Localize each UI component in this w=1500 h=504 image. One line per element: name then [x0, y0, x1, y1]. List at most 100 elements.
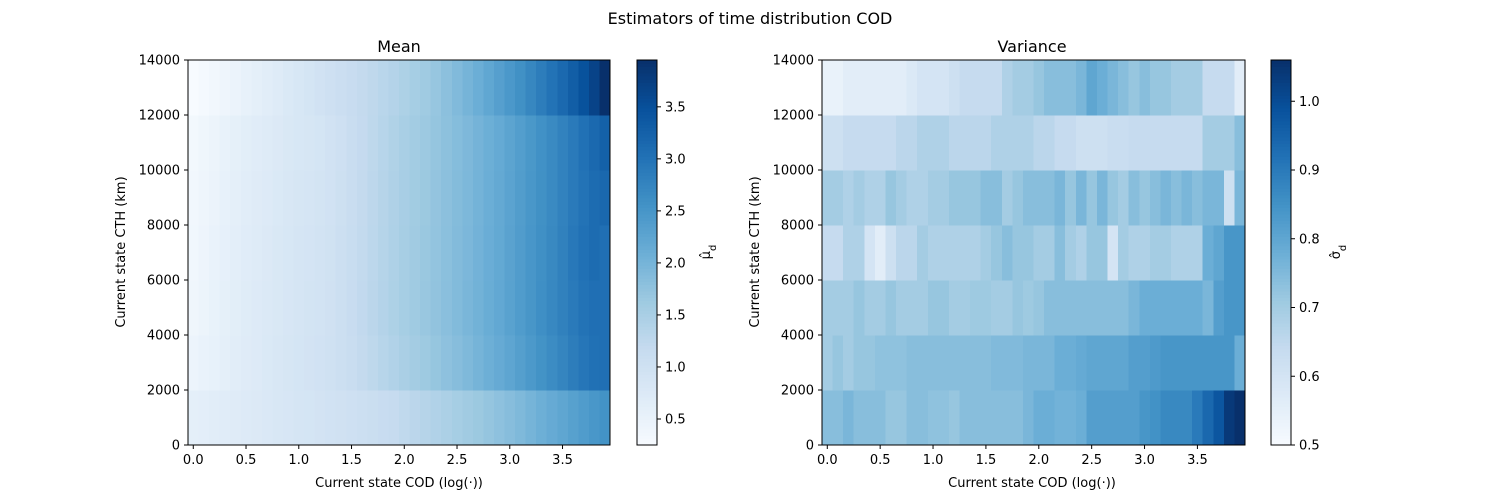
mean-heatmap-cell — [188, 225, 200, 281]
mean-x-tick-label: 3.5 — [552, 453, 573, 468]
mean-heatmap-cell — [578, 225, 590, 281]
mean-heatmap-cell — [441, 115, 453, 171]
mean-colorbar-slice — [637, 396, 657, 401]
variance-colorbar-slice — [1271, 403, 1291, 408]
mean-colorbar-slice — [637, 246, 657, 250]
mean-heatmap-cell — [557, 390, 569, 446]
mean-colorbar-tick-label: 0.5 — [665, 412, 686, 427]
variance-heatmap-cell — [991, 170, 1003, 226]
mean-heatmap-cell — [546, 60, 558, 116]
mean-colorbar-slice — [637, 355, 657, 359]
mean-heatmap-cell — [515, 390, 527, 446]
variance-colorbar-slice — [1271, 339, 1291, 343]
mean-heatmap-cell — [282, 335, 295, 391]
mean-heatmap-cell — [472, 60, 484, 116]
variance-heatmap-cell — [1139, 280, 1151, 336]
mean-colorbar-slice — [637, 351, 657, 356]
variance-colorbar-slice — [1271, 249, 1291, 254]
mean-heatmap-cell — [209, 170, 221, 226]
mean-colorbar-slice — [637, 146, 657, 151]
mean-heatmap-cell — [409, 335, 421, 391]
variance-heatmap-cell — [1012, 60, 1024, 116]
variance-heatmap-cell — [906, 115, 918, 171]
mean-heatmap-cell — [409, 170, 421, 226]
variance-heatmap-cells — [822, 60, 1246, 446]
variance-heatmap-cell — [864, 280, 876, 336]
variance-colorbar-slice — [1271, 165, 1291, 170]
variance-heatmap-cell — [1086, 335, 1098, 391]
mean-heatmap-cell — [272, 390, 284, 446]
variance-colorbar-slice — [1271, 268, 1291, 273]
mean-heatmap-cell — [388, 335, 400, 391]
variance-heatmap-cell — [1096, 115, 1109, 171]
mean-heatmap-cell — [251, 225, 263, 281]
variance-heatmap-cell — [1107, 390, 1119, 446]
variance-heatmap-cell — [896, 390, 908, 446]
variance-colorbar-slice — [1271, 143, 1291, 148]
mean-heatmap-cell — [367, 115, 379, 171]
mean-y-tick-label: 10000 — [139, 164, 180, 179]
mean-colorbar: 0.5 1.0 1.5 2.0 2.5 3.0 3.5 — [636, 59, 686, 446]
mean-heatmap-cell — [430, 390, 442, 446]
mean-heatmap-cell — [367, 225, 379, 281]
variance-colorbar-slice — [1271, 214, 1291, 218]
variance-colorbar-slice — [1271, 387, 1291, 392]
mean-heatmap-cell — [546, 280, 558, 336]
variance-heatmap-cell — [917, 60, 929, 116]
variance-heatmap-cell — [906, 60, 918, 116]
variance-heatmap-cell — [959, 390, 971, 446]
variance-heatmap-cell — [822, 335, 834, 391]
variance-heatmap-cell — [1223, 60, 1236, 116]
variance-y-tick-label: 12000 — [773, 109, 814, 124]
mean-heatmap-cell — [588, 390, 601, 446]
variance-colorbar-slice — [1271, 348, 1291, 353]
mean-colorbar-slice — [637, 188, 657, 193]
mean-colorbar-tick-label: 3.0 — [665, 152, 686, 167]
mean-heatmap-cell — [209, 335, 221, 391]
variance-heatmap-cell — [1065, 225, 1077, 281]
mean-heatmap-cell — [451, 225, 463, 281]
mean-heatmap-cell — [578, 115, 590, 171]
mean-heatmap-cell — [314, 170, 326, 226]
mean-colorbar-slice — [637, 111, 657, 116]
mean-colorbar-tick-label: 1.0 — [665, 360, 686, 375]
variance-colorbar-slice — [1271, 358, 1291, 363]
variance-heatmap-cell — [1170, 115, 1183, 171]
mean-y-axis-label: Current state CTH (km) — [114, 176, 129, 327]
mean-colorbar-slice — [637, 348, 657, 353]
variance-heatmap-cell — [1001, 225, 1013, 281]
mean-colorbar-tick-label: 2.5 — [665, 204, 686, 219]
mean-colorbar-slice — [637, 422, 657, 427]
mean-heatmap-cell — [209, 225, 221, 281]
mean-colorbar-slice — [637, 85, 657, 90]
mean-heatmap-cell — [230, 170, 242, 226]
variance-heatmap-cell — [1075, 390, 1087, 446]
variance-heatmap-cell — [927, 280, 939, 336]
variance-heatmap-cell — [896, 335, 908, 391]
variance-heatmap-cell — [1012, 280, 1024, 336]
mean-heatmap-cell — [367, 390, 379, 446]
variance-heatmap-cell — [1033, 115, 1045, 171]
mean-heatmap-cell — [430, 280, 442, 336]
variance-heatmap-cell — [1033, 60, 1045, 116]
variance-heatmap-cell — [1107, 225, 1119, 281]
variance-heatmap-cell — [1022, 60, 1035, 116]
mean-colorbar-slice — [637, 127, 657, 132]
variance-heatmap-cell — [874, 335, 887, 391]
mean-x-tick-label: 3.0 — [499, 453, 520, 468]
mean-heatmap-cell — [493, 280, 506, 336]
mean-heatmap-cell — [525, 280, 537, 336]
variance-colorbar-slice — [1271, 384, 1291, 388]
variance-y-tick-label: 14000 — [773, 54, 814, 69]
mean-heatmap-cell — [599, 115, 611, 171]
variance-heatmap-cell — [1202, 60, 1214, 116]
mean-heatmap-cell — [409, 115, 421, 171]
mean-colorbar-slice — [637, 120, 657, 125]
variance-heatmap-cell — [1096, 390, 1109, 446]
variance-heatmap-cell — [959, 60, 971, 116]
variance-heatmap-cell — [1223, 280, 1236, 336]
mean-colorbar-slice — [637, 223, 657, 228]
variance-colorbar-slice — [1271, 98, 1291, 103]
mean-colorbar-slice — [637, 374, 657, 379]
mean-heatmap-cell — [219, 170, 231, 226]
